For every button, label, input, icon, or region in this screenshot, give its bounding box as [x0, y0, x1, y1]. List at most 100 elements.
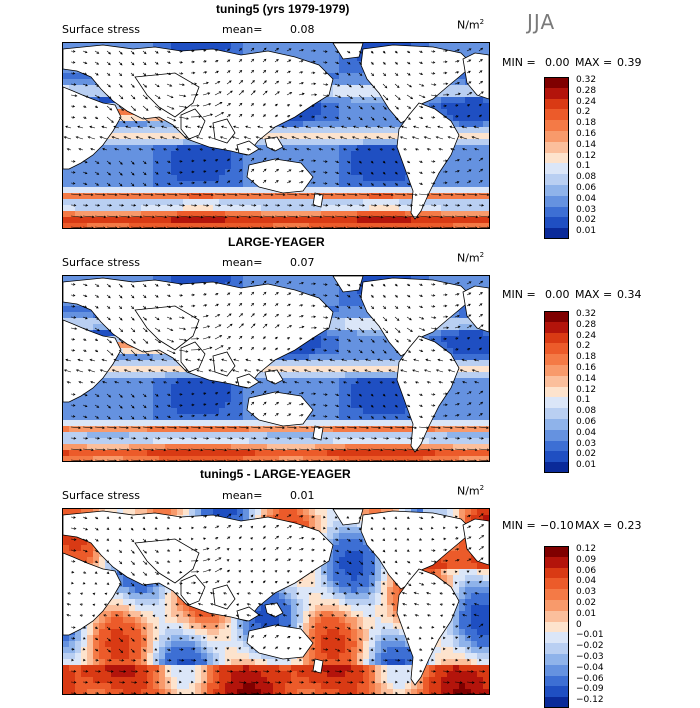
- units-label: N/m2: [457, 251, 484, 265]
- max-label: MAX =: [575, 519, 612, 532]
- colorbar-tick-label: 0.02: [576, 449, 596, 459]
- colorbar-swatch: [544, 568, 569, 579]
- max-label: MAX =: [575, 288, 612, 301]
- mean-label: mean=: [222, 489, 262, 502]
- colorbar-tick-label: 0.02: [576, 598, 596, 608]
- colorbar-tick-label: 0.12: [576, 151, 596, 161]
- colorbar-swatch: [544, 174, 569, 185]
- colorbar-swatch: [544, 643, 569, 654]
- colorbar-swatch: [544, 589, 569, 600]
- colorbar-swatch: [544, 632, 569, 643]
- colorbar-swatch: [544, 77, 569, 88]
- colorbar-swatch: [544, 397, 569, 408]
- colorbar-swatch: [544, 196, 569, 207]
- max-value: 0.39: [617, 56, 642, 69]
- colorbar-tick-label: 0.32: [576, 75, 596, 85]
- mean-value: 0.01: [290, 489, 315, 502]
- colorbar-swatch: [544, 131, 569, 142]
- colorbar-tick-label: 0.32: [576, 309, 596, 319]
- colorbar-tick-label: 0.03: [576, 205, 596, 215]
- colorbar-tick-label: 0.01: [576, 609, 596, 619]
- colorbar-swatch: [544, 419, 569, 430]
- colorbar-tick-label: 0.18: [576, 352, 596, 362]
- colorbar-swatch: [544, 686, 569, 697]
- colorbar-tick-label: −0.09: [576, 684, 604, 694]
- colorbar-swatch: [544, 109, 569, 120]
- colorbar-swatch: [544, 322, 569, 333]
- colorbar-tick-label: −0.02: [576, 641, 604, 651]
- colorbar-swatch: [544, 408, 569, 419]
- colorbar-tick-label: 0.2: [576, 341, 590, 351]
- colorbar-swatch: [544, 228, 569, 239]
- colorbar-tick-label: 0.02: [576, 215, 596, 225]
- map-canvas: [63, 276, 489, 461]
- min-label: MIN =: [502, 288, 536, 301]
- colorbar-tick-label: 0.24: [576, 331, 596, 341]
- colorbar-tick-label: 0.16: [576, 363, 596, 373]
- colorbar-swatch: [544, 343, 569, 354]
- colorbar-swatch: [544, 217, 569, 228]
- panel-title: tuning5 (yrs 1979-1979): [216, 2, 349, 16]
- min-value: 0.00: [545, 288, 570, 301]
- colorbar-tick-label: 0.14: [576, 374, 596, 384]
- colorbar-swatch: [544, 185, 569, 196]
- colorbar-swatch: [544, 120, 569, 131]
- colorbar-swatch: [544, 697, 569, 708]
- colorbar-tick-label: −0.06: [576, 674, 604, 684]
- mean-label: mean=: [222, 256, 262, 269]
- panel-title: tuning5 - LARGE-YEAGER: [200, 467, 351, 481]
- colorbar-tick-label: 0.16: [576, 129, 596, 139]
- colorbar-tick-label: 0.03: [576, 587, 596, 597]
- colorbar-swatch: [544, 654, 569, 665]
- colorbar-tick-label: 0.04: [576, 576, 596, 586]
- colorbar-tick-label: 0.1: [576, 161, 590, 171]
- colorbar-tick-label: 0.08: [576, 172, 596, 182]
- colorbar-swatch: [544, 365, 569, 376]
- colorbar-tick-label: 0.2: [576, 107, 590, 117]
- min-label: MIN =: [502, 56, 536, 69]
- variable-label: Surface stress: [62, 489, 140, 502]
- colorbar-swatch: [544, 676, 569, 687]
- variable-label: Surface stress: [62, 23, 140, 36]
- colorbar-tick-label: −0.04: [576, 663, 604, 673]
- map-canvas: [63, 43, 489, 228]
- variable-label: Surface stress: [62, 256, 140, 269]
- colorbar-tick-label: 0.04: [576, 194, 596, 204]
- colorbar-tick-label: −0.01: [576, 630, 604, 640]
- colorbar-swatch: [544, 546, 569, 557]
- units-label: N/m2: [457, 18, 484, 32]
- colorbar-tick-label: 0.06: [576, 183, 596, 193]
- colorbar-swatch: [544, 557, 569, 568]
- colorbar-tick-label: 0.12: [576, 544, 596, 554]
- min-value: −0.10: [540, 519, 574, 532]
- colorbar-tick-label: 0.01: [576, 226, 596, 236]
- mean-value: 0.07: [290, 256, 315, 269]
- map-surface-stress-difference: [62, 508, 490, 695]
- colorbar-swatch: [544, 99, 569, 110]
- mean-label: mean=: [222, 23, 262, 36]
- colorbar-level: 0.01: [544, 228, 624, 239]
- colorbar-swatch: [544, 142, 569, 153]
- colorbar-swatch: [544, 153, 569, 164]
- max-value: 0.34: [617, 288, 642, 301]
- colorbar-tick-label: 0.06: [576, 417, 596, 427]
- min-value: 0.00: [545, 56, 570, 69]
- colorbar-tick-label: 0.09: [576, 555, 596, 565]
- max-value: 0.23: [617, 519, 642, 532]
- mean-value: 0.08: [290, 23, 315, 36]
- colorbar-tick-label: −0.03: [576, 652, 604, 662]
- colorbar-swatch: [544, 387, 569, 398]
- colorbar-swatch: [544, 207, 569, 218]
- colorbar-tick-label: 0.06: [576, 566, 596, 576]
- colorbar-swatch: [544, 578, 569, 589]
- colorbar-swatch: [544, 311, 569, 322]
- colorbar-swatch: [544, 665, 569, 676]
- units-label: N/m2: [457, 484, 484, 498]
- map-surface-stress: [62, 275, 490, 462]
- colorbar-swatch: [544, 441, 569, 452]
- colorbar-level: 0.01: [544, 462, 624, 473]
- colorbar-tick-label: 0.24: [576, 97, 596, 107]
